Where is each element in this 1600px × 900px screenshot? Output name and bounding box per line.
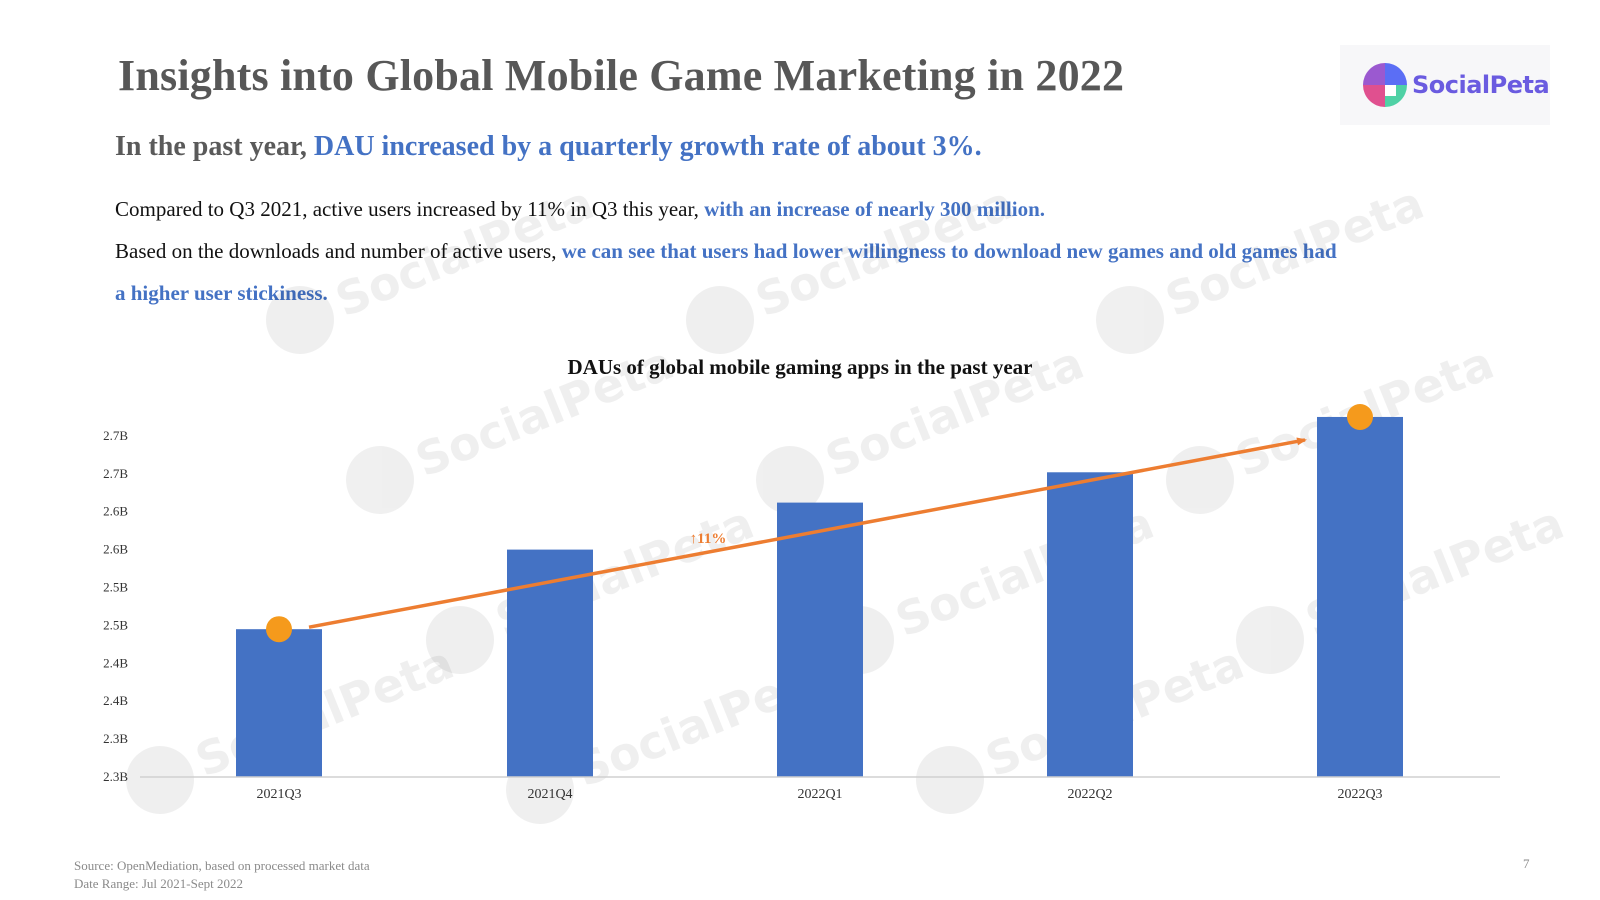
y-tick-label: 2.5B [103,617,128,632]
y-tick-label: 2.5B [103,580,128,595]
svg-text:SocialPeta: SocialPeta [328,175,601,327]
x-tick-label: 2022Q1 [797,787,842,802]
footer-date: Date Range: Jul 2021-Sept 2022 [74,876,243,891]
watermark: SocialPeta [1096,175,1431,354]
y-axis: 2.3B 2.3B 2.4B 2.4B 2.5B 2.5B 2.6B 2.6B 2.7B 2.7B [103,428,128,784]
y-tick-label: 2.6B [103,504,128,519]
y-tick-label: 2.3B [103,731,128,746]
x-tick-label: 2021Q4 [527,787,572,802]
y-tick-label: 2.7B [103,428,128,443]
body-line-3: a higher user stickiness. [115,281,328,306]
svg-text:SocialPeta: SocialPeta [188,635,461,787]
footer: Source: OpenMediation, based on processe… [74,857,370,893]
subheading: In the past year, DAU increased by a qua… [115,131,982,163]
x-tick-label: 2022Q3 [1337,787,1382,802]
footer-source: Source: OpenMediation, based on processe… [74,858,370,873]
y-tick-label: 2.3B [103,769,128,784]
y-tick-label: 2.4B [103,655,128,670]
bar-2021Q3 [236,629,322,777]
x-axis: 2021Q3 2021Q4 2022Q1 2022Q2 2022Q3 [256,787,1382,802]
socialpeta-logo: SocialPeta [1340,45,1550,125]
body-line-2: Based on the downloads and number of act… [115,239,1337,264]
watermark: SocialPeta [686,175,1021,354]
bar-2022Q1 [777,502,863,777]
line3-accent: a higher user stickiness. [115,281,328,305]
start-marker [266,616,292,643]
subheading-plain: In the past year, [115,131,314,162]
y-tick-label: 2.4B [103,693,128,708]
body-line-1: Compared to Q3 2021, active users increa… [115,197,1045,222]
x-tick-label: 2022Q2 [1067,787,1112,802]
trend-layer: ↑11% [266,403,1373,643]
line2-plain: Based on the downloads and number of act… [115,239,562,263]
line1-accent: with an increase of nearly 300 million. [704,197,1046,221]
trend-arrow [308,437,1307,629]
end-marker [1347,403,1373,430]
page-number: 7 [1523,856,1530,871]
bar-2021Q4 [507,549,593,777]
trend-annotation: ↑11% [690,531,727,547]
line2-accent: we can see that users had lower willingn… [561,239,1337,263]
subheading-accent: DAU increased by a quarterly growth rate… [313,131,982,162]
bar-2022Q3 [1317,416,1403,777]
bar-2022Q2 [1047,472,1133,777]
x-tick-label: 2021Q3 [256,787,301,802]
slide-title: Insights into Global Mobile Game Marketi… [118,51,1125,100]
logo-text: SocialPeta [1412,71,1550,99]
y-tick-label: 2.6B [103,542,128,557]
watermark: SocialPeta [266,175,601,354]
y-tick-label: 2.7B [103,466,128,481]
svg-text:SocialPeta: SocialPeta [1158,175,1431,327]
socialpeta-logo-icon [1363,63,1407,107]
chart-title: DAUs of global mobile gaming apps in the… [568,355,1033,379]
svg-text:SocialPeta: SocialPeta [748,175,1021,327]
line1-plain: Compared to Q3 2021, active users increa… [115,197,705,221]
